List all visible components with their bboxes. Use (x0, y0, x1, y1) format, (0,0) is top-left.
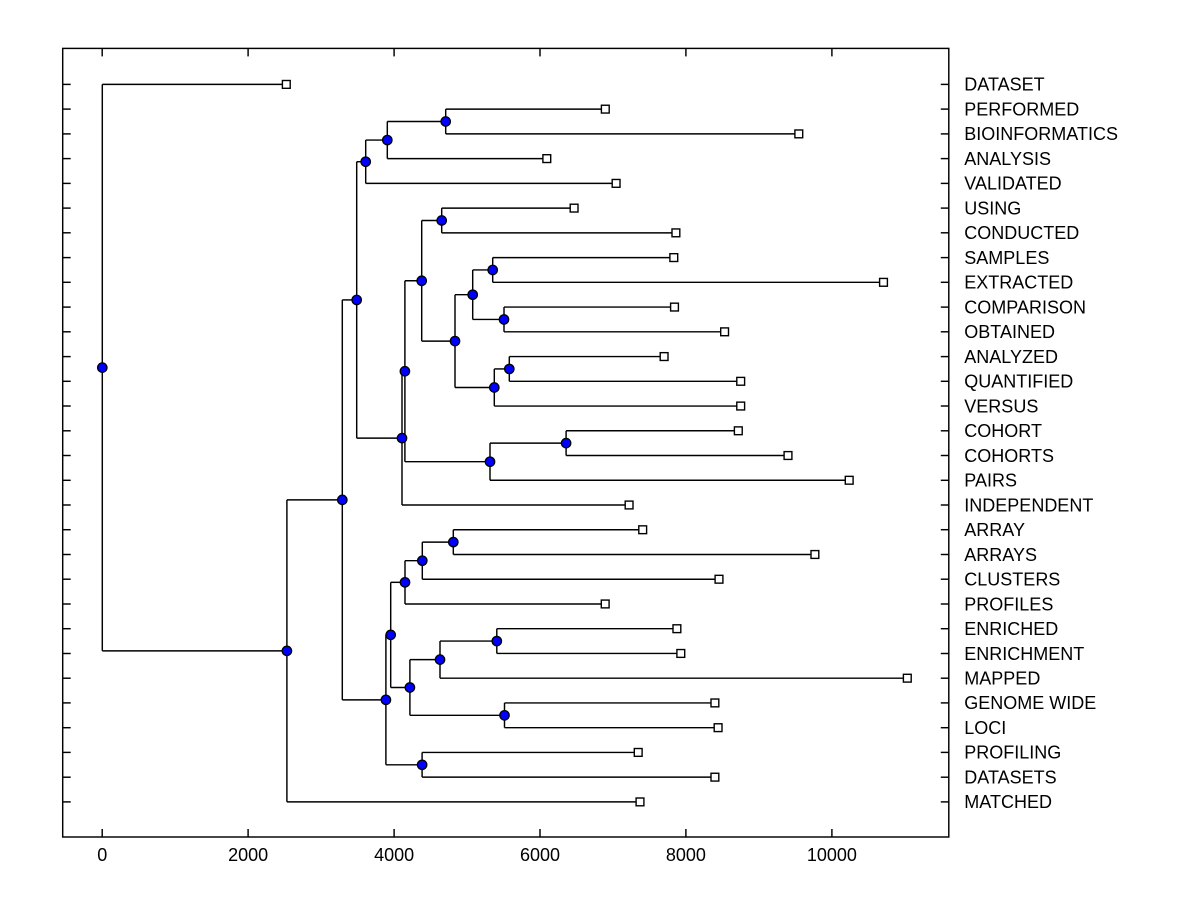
svg-text:MAPPED: MAPPED (964, 668, 1040, 688)
svg-text:COHORT: COHORT (964, 421, 1042, 441)
svg-text:PROFILES: PROFILES (964, 594, 1053, 614)
svg-text:QUANTIFIED: QUANTIFIED (964, 372, 1073, 392)
svg-text:VALIDATED: VALIDATED (964, 174, 1061, 194)
svg-text:VERSUS: VERSUS (964, 396, 1038, 416)
svg-text:2000: 2000 (228, 845, 268, 865)
svg-text:PERFORMED: PERFORMED (964, 99, 1079, 119)
svg-text:ARRAY: ARRAY (964, 520, 1025, 540)
svg-text:4000: 4000 (374, 845, 414, 865)
svg-text:0: 0 (97, 845, 107, 865)
svg-text:CONDUCTED: CONDUCTED (964, 223, 1079, 243)
svg-text:SAMPLES: SAMPLES (964, 248, 1049, 268)
svg-text:ENRICHMENT: ENRICHMENT (964, 644, 1084, 664)
svg-text:CLUSTERS: CLUSTERS (964, 570, 1060, 590)
svg-text:ARRAYS: ARRAYS (964, 545, 1037, 565)
svg-text:USING: USING (964, 198, 1021, 218)
svg-text:6000: 6000 (520, 845, 560, 865)
svg-text:10000: 10000 (807, 845, 857, 865)
svg-text:ANALYZED: ANALYZED (964, 347, 1058, 367)
svg-text:8000: 8000 (666, 845, 706, 865)
svg-text:PROFILING: PROFILING (964, 743, 1061, 763)
svg-text:OBTAINED: OBTAINED (964, 322, 1055, 342)
svg-text:PAIRS: PAIRS (964, 471, 1017, 491)
svg-text:COMPARISON: COMPARISON (964, 297, 1086, 317)
svg-text:COHORTS: COHORTS (964, 446, 1054, 466)
svg-text:GENOME WIDE: GENOME WIDE (964, 693, 1096, 713)
svg-text:ANALYSIS: ANALYSIS (964, 149, 1051, 169)
svg-text:ENRICHED: ENRICHED (964, 619, 1058, 639)
svg-text:LOCI: LOCI (964, 718, 1006, 738)
svg-text:INDEPENDENT: INDEPENDENT (964, 495, 1093, 515)
svg-text:MATCHED: MATCHED (964, 792, 1052, 812)
svg-text:DATASETS: DATASETS (964, 767, 1056, 787)
svg-text:BIOINFORMATICS: BIOINFORMATICS (964, 124, 1118, 144)
svg-text:EXTRACTED: EXTRACTED (964, 273, 1073, 293)
svg-text:DATASET: DATASET (964, 75, 1044, 95)
